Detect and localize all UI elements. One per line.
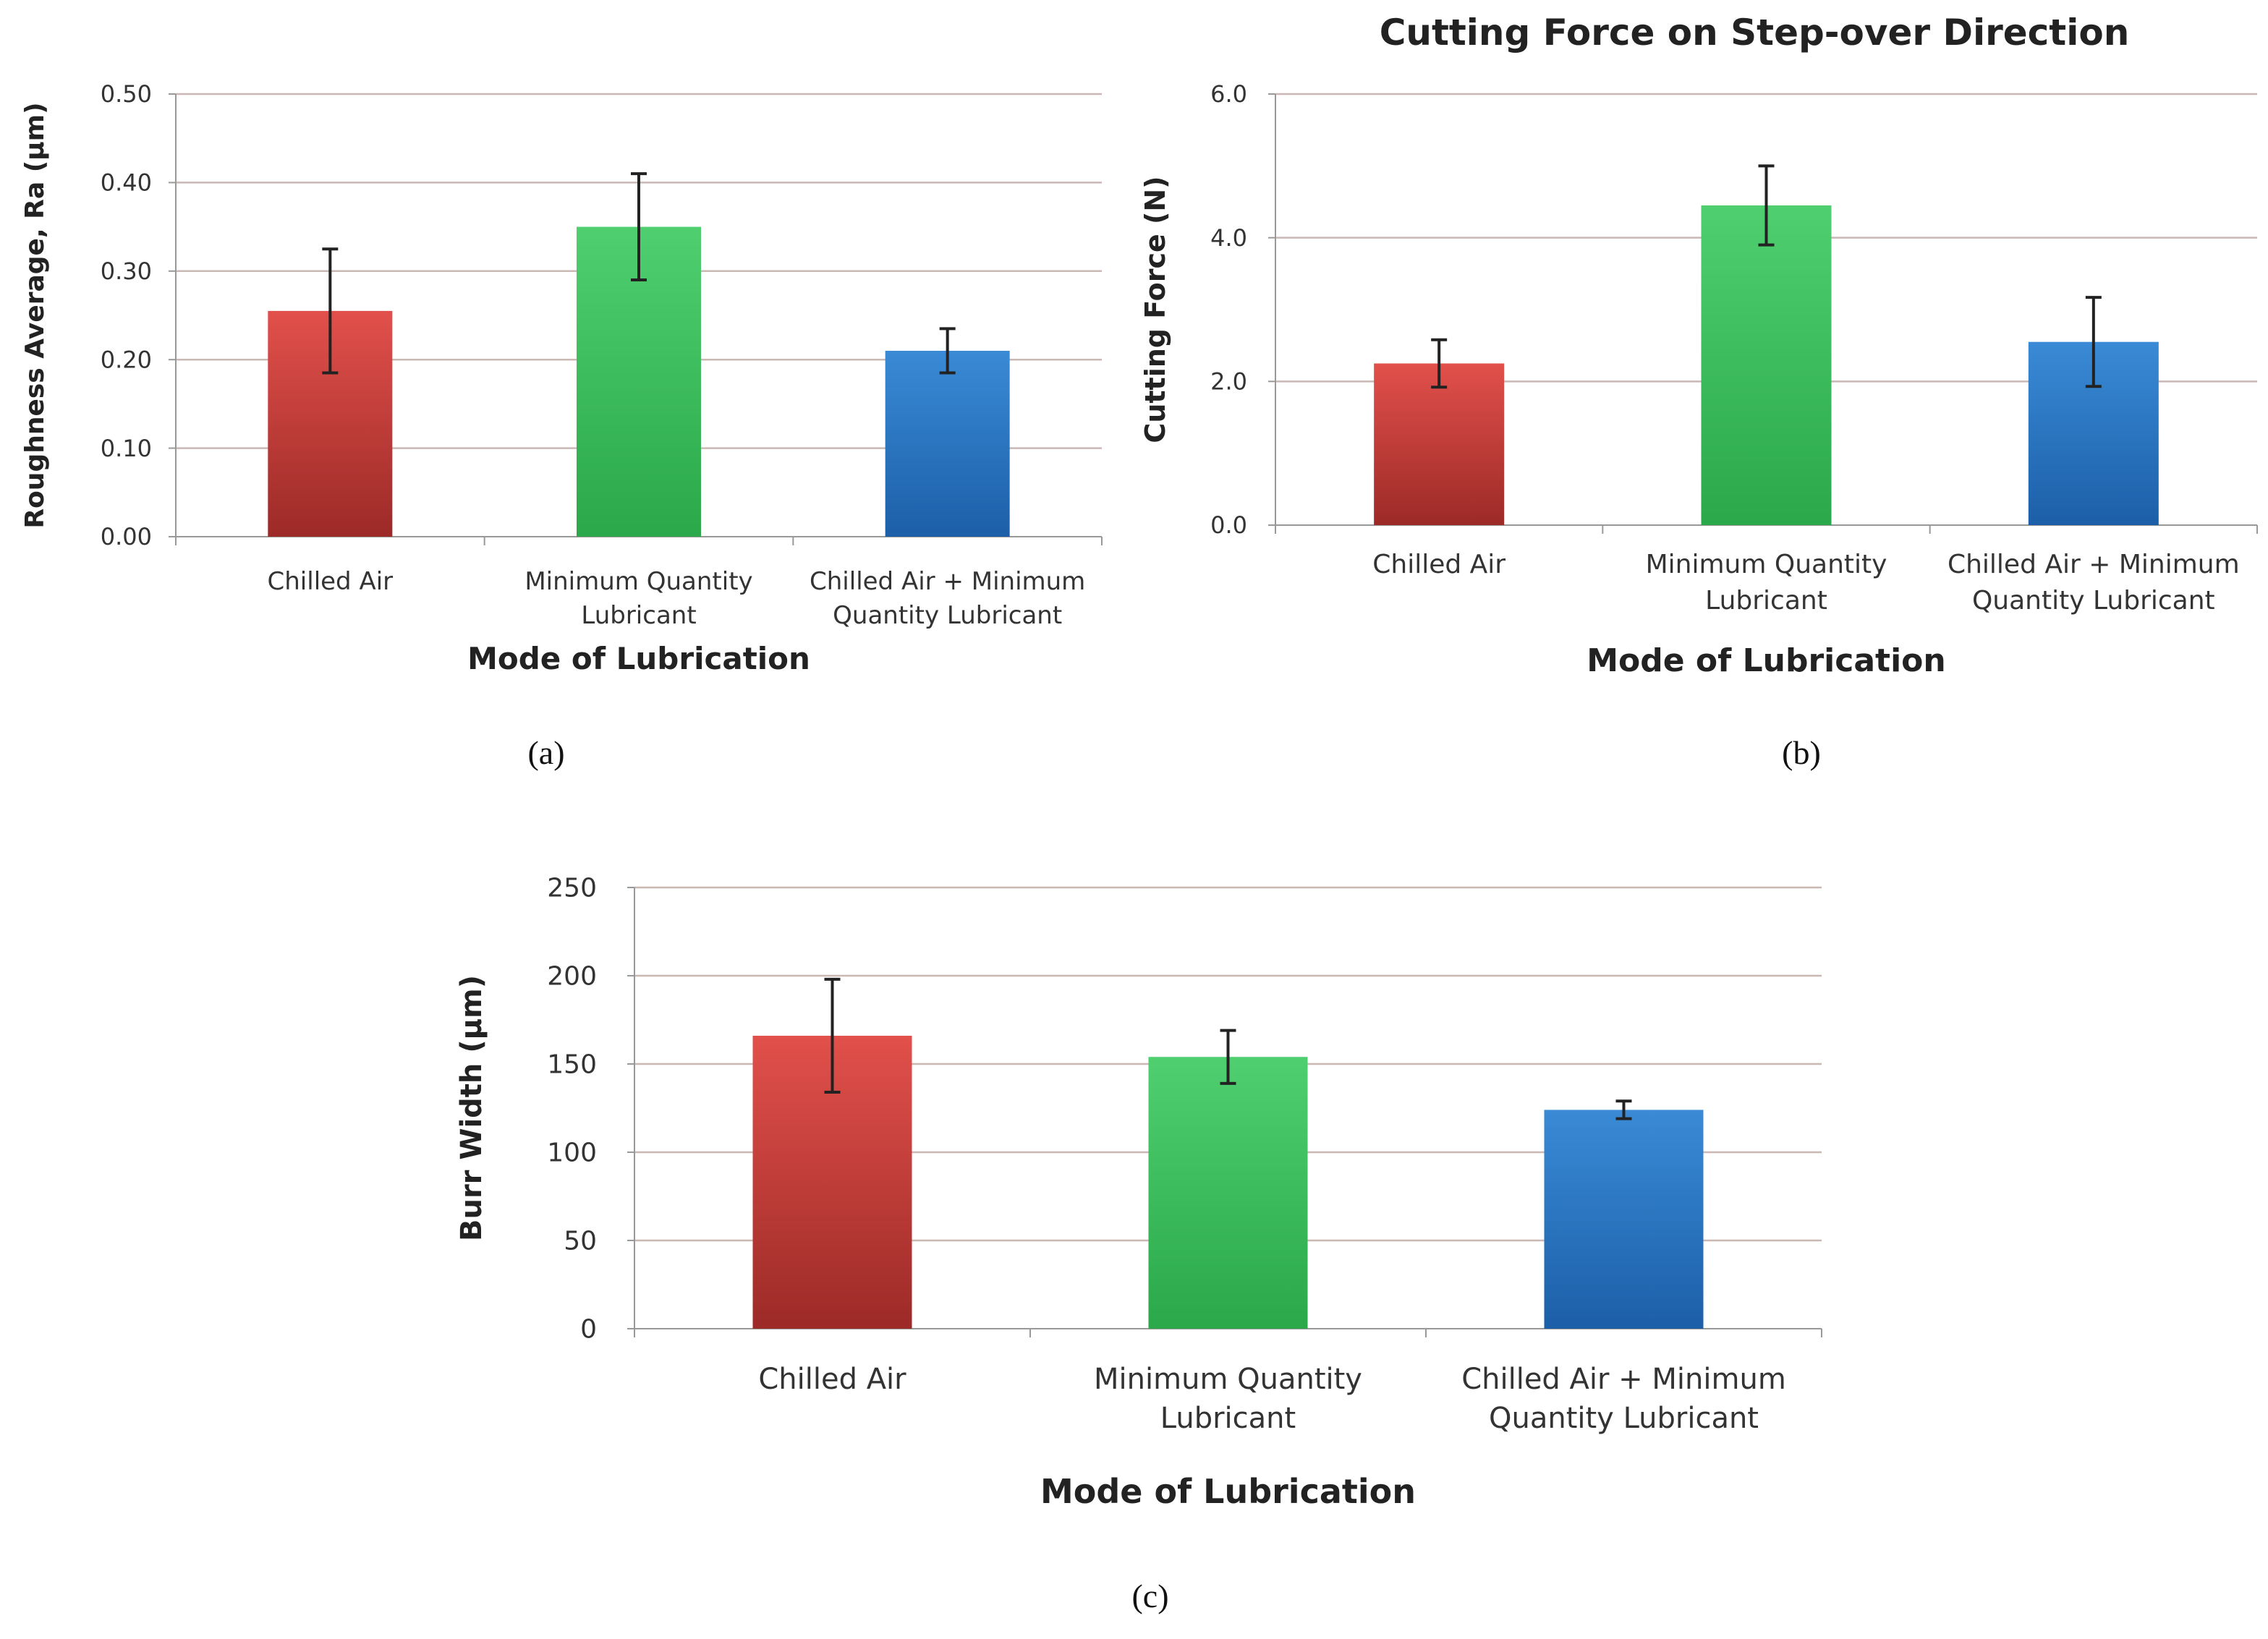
chart-b-ytick-label: 2.0 [1210, 368, 1247, 396]
chart-c-ytick-label: 0 [580, 1315, 597, 1345]
chart-b-category-label: Chilled Air + Minimum [1948, 550, 2240, 579]
chart-a: (a) 0.00 0.10 0.20 0.30 0.40 0.50 Chilled Air M… [20, 80, 1103, 771]
chart-c-y-axis-label: Burr Width (μm) [455, 975, 488, 1241]
chart-a-x-axis-label: Mode of Lubrication [467, 641, 810, 676]
chart-a-ytick-label: 0.50 [101, 80, 152, 108]
chart-c-bar-3 [1544, 1110, 1704, 1329]
chart-b-x-axis-label: Mode of Lubrication [1587, 642, 1945, 679]
chart-b: Cutting Force on Step-over Direction (b)… [1139, 12, 2258, 771]
chart-a-category-label: Minimum Quantity [524, 567, 752, 596]
chart-a-ytick-label: 0.00 [101, 523, 152, 550]
chart-b-category-label: Quantity Lubricant [1972, 586, 2215, 616]
chart-c-ytick-label: 250 [547, 874, 597, 903]
chart-c: (c) 0 50 100 150 200 250 Chilled Air Minimum Qu… [455, 874, 1822, 1614]
chart-c-category-label: Minimum Quantity [1094, 1363, 1362, 1396]
chart-a-ytick-label: 0.40 [101, 169, 152, 197]
chart-a-y-axis-label: Roughness Average, Ra (μm) [20, 102, 50, 528]
chart-b-ytick-label: 6.0 [1210, 80, 1247, 108]
chart-b-ytick-label: 0.0 [1210, 511, 1247, 539]
chart-c-ytick-label: 50 [564, 1227, 597, 1256]
chart-a-category-label: Chilled Air + Minimum [810, 567, 1085, 596]
chart-a-category-label: Lubricant [581, 601, 696, 630]
chart-c-x-axis-label: Mode of Lubrication [1040, 1472, 1416, 1511]
chart-a-bar-3 [885, 350, 1010, 537]
chart-b-title: Cutting Force on Step-over Direction [1380, 12, 2130, 54]
chart-c-ytick-label: 150 [547, 1050, 597, 1080]
chart-c-category-label: Quantity Lubricant [1489, 1402, 1759, 1435]
chart-b-category-label: Minimum Quantity [1646, 550, 1887, 579]
chart-a-ytick-label: 0.30 [101, 257, 152, 285]
chart-b-bar-1 [1374, 363, 1505, 525]
chart-c-bar-2 [1148, 1057, 1308, 1329]
chart-c-category-label: Chilled Air [758, 1363, 906, 1396]
chart-b-ytick-label: 4.0 [1210, 224, 1247, 252]
chart-c-ytick-label: 100 [547, 1138, 597, 1168]
chart-b-bar-2 [1701, 205, 1832, 525]
chart-a-category-label: Quantity Lubricant [833, 601, 1062, 630]
chart-c-ytick-label: 200 [547, 962, 597, 992]
chart-b-y-axis-label: Cutting Force (N) [1139, 176, 1171, 443]
chart-c-category-label: Lubricant [1160, 1402, 1296, 1435]
chart-a-caption: (a) [527, 734, 564, 771]
chart-b-category-label: Chilled Air [1372, 550, 1505, 579]
chart-b-caption: (b) [1782, 734, 1821, 771]
chart-c-caption: (c) [1131, 1578, 1168, 1614]
chart-a-ytick-label: 0.10 [101, 435, 152, 462]
chart-a-category-label: Chilled Air [268, 567, 394, 596]
chart-a-ytick-label: 0.20 [101, 346, 152, 373]
chart-c-category-label: Chilled Air + Minimum [1461, 1363, 1786, 1396]
chart-b-category-label: Lubricant [1705, 586, 1827, 616]
